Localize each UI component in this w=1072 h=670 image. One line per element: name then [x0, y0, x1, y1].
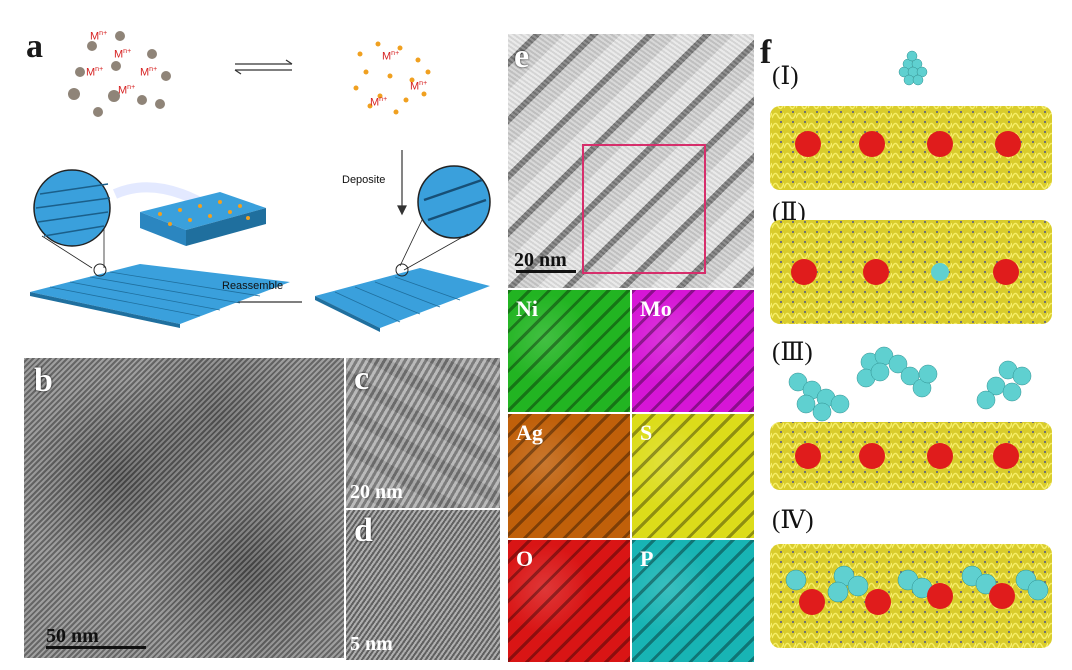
panel-d-tem-image: d 5 nm: [346, 510, 500, 660]
ion-label: Mn+: [382, 50, 400, 63]
zoom-circle-right: [395, 165, 491, 277]
panel-letter-b: b: [34, 362, 53, 399]
stage-label-3: (Ⅲ): [772, 339, 813, 366]
panel-letter-a: a: [26, 28, 43, 65]
ion-label: Mn+: [118, 84, 136, 97]
panel-a: a: [20, 24, 320, 354]
metal-ion-spheres-small: [353, 41, 431, 115]
equilibrium-arrows: [234, 59, 293, 75]
deposite-label: Deposite: [342, 174, 386, 186]
map-label: Ag: [516, 420, 543, 445]
ion-label: Mn+: [114, 48, 132, 61]
eds-map-ni: Ni: [508, 290, 630, 412]
panel-letter-e: e: [514, 38, 530, 75]
scale-label-e: 20 nm: [514, 249, 567, 271]
panel-letter-c: c: [354, 360, 370, 397]
ion-label: Mn+: [410, 80, 428, 93]
deposite-arrow: [397, 150, 407, 216]
eds-map-mo: Mo: [632, 290, 754, 412]
panel-f-simulation: [770, 50, 1052, 648]
ion-label: Mn+: [90, 30, 108, 43]
eds-map-ag: Ag: [508, 414, 630, 538]
ion-label: Mn+: [140, 66, 158, 79]
ion-label: Mn+: [86, 66, 104, 79]
layered-structure: [112, 182, 266, 246]
eds-map-p: P: [632, 540, 754, 662]
panel-letter-d: d: [354, 512, 373, 549]
map-label: P: [640, 546, 654, 571]
selection-box: [582, 144, 706, 274]
nanowire-stage-1: [770, 50, 1052, 190]
eds-map-o: O: [508, 540, 630, 662]
eds-map-s: S: [632, 414, 754, 538]
stage-label-1: (Ⅰ): [772, 63, 799, 90]
panel-letter-f: f: [760, 34, 772, 71]
panel-e-stem-image: e 20 nm: [508, 34, 754, 288]
panel-c-tem-image: c 20 nm: [346, 358, 500, 508]
scalebar-b: [46, 646, 146, 649]
metal-ion-spheres-large: [68, 31, 171, 117]
scale-label-d: 5 nm: [350, 633, 393, 655]
scalebar-e: [516, 270, 576, 273]
scale-label-c: 20 nm: [350, 481, 403, 503]
panel-b-tem-image: b 50 nm: [24, 358, 344, 658]
assembled-film: [30, 264, 290, 328]
deposited-film: [315, 268, 490, 332]
zoom-circle-left: [33, 169, 111, 277]
reassemble-label: Reassemble: [222, 280, 284, 292]
scale-label-b: 50 nm: [46, 625, 99, 647]
map-label: S: [640, 420, 653, 445]
map-label: Mo: [640, 296, 672, 321]
ion-label: Mn+: [370, 96, 388, 109]
nanowire-stage-4: [770, 544, 1052, 648]
stage-label-4: (Ⅳ): [772, 507, 814, 534]
nanowire-stage-2: [770, 220, 1052, 324]
map-label: O: [516, 546, 534, 571]
panel-a-schematic: [30, 31, 491, 332]
map-label: Ni: [516, 296, 538, 321]
nanowire-stage-3: [770, 346, 1052, 490]
